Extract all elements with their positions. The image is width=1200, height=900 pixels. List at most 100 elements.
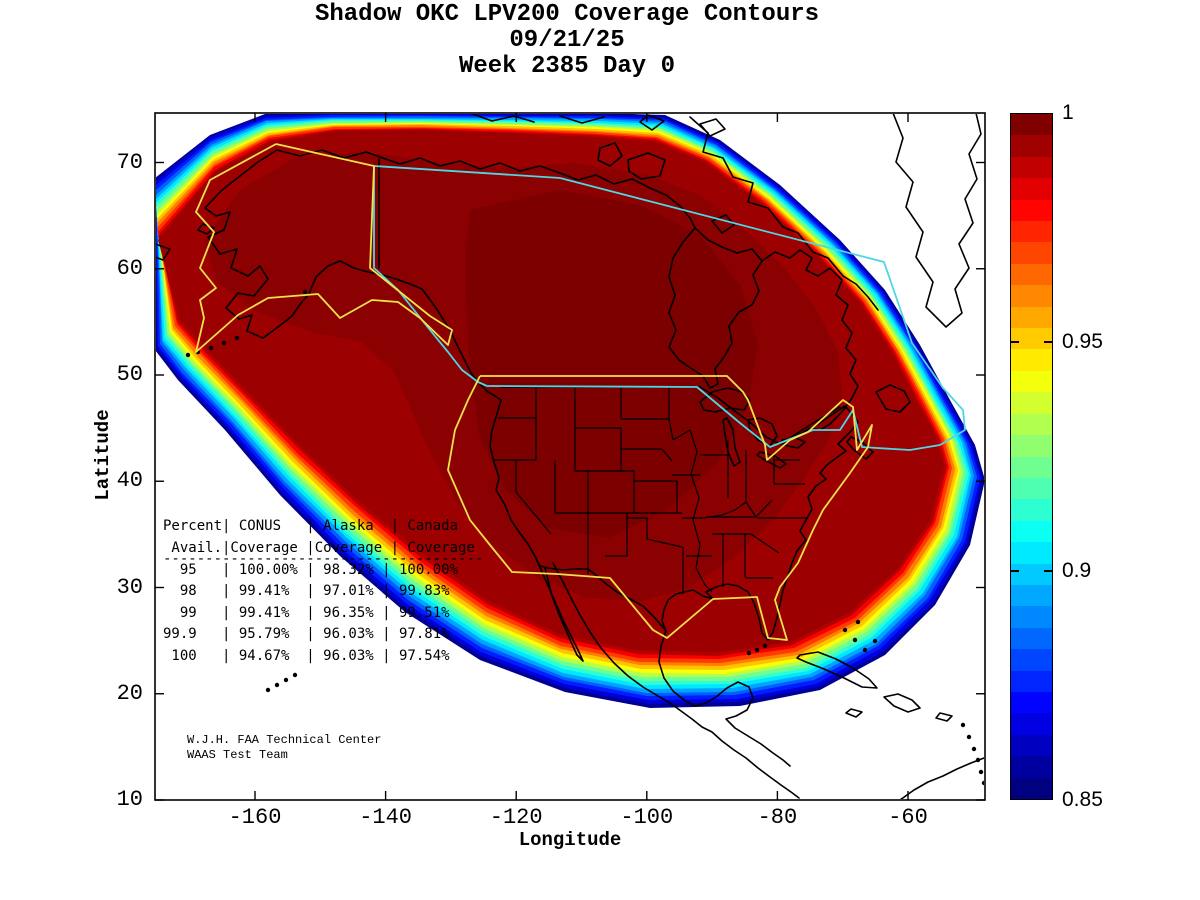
coastline <box>935 712 953 722</box>
state-border <box>672 429 691 441</box>
river-border <box>689 429 713 593</box>
colorbar-step <box>1011 584 1052 607</box>
colorbar-tick-mark <box>1044 341 1053 343</box>
island-dot <box>842 627 848 633</box>
x-tick-label: -60 <box>888 805 928 830</box>
island-dot <box>975 757 981 763</box>
coastline <box>597 142 623 167</box>
island-dot <box>855 619 861 625</box>
x-tick-label: -120 <box>489 805 543 830</box>
subtitle-date: 09/21/25 <box>509 27 625 54</box>
island-dot <box>746 650 752 656</box>
coastline <box>892 114 982 328</box>
island-dot <box>872 638 878 644</box>
island-dot <box>960 722 966 728</box>
state-border <box>750 533 780 554</box>
service-area-outline-conus-alaska <box>447 375 873 641</box>
coastline <box>761 249 859 439</box>
coastline <box>789 406 841 439</box>
coastline <box>535 558 667 632</box>
colorbar-step <box>1011 242 1052 264</box>
colorbar-tick-label: 1 <box>1062 101 1074 124</box>
axes-frame <box>154 112 986 801</box>
state-border <box>661 448 673 462</box>
subtitle-week: Week 2385 Day 0 <box>458 53 676 80</box>
colorbar-step <box>1011 627 1052 650</box>
y-tick-label: 60 <box>116 255 143 281</box>
colorbar-step <box>1011 328 1052 350</box>
colorbar-step <box>1011 263 1052 286</box>
coastline <box>699 387 751 413</box>
coastline <box>627 152 666 180</box>
colorbar-step <box>1011 520 1052 543</box>
island-dot <box>185 352 191 358</box>
service-area-outline-conus-alaska <box>195 143 453 353</box>
state-border <box>515 491 552 535</box>
availability-table-rows: 95 | 100.00% | 98.32% | 100.00% 98 | 99.… <box>163 562 459 664</box>
island-dot <box>862 647 868 653</box>
colorbar-step <box>1011 649 1052 671</box>
coastline <box>900 757 984 799</box>
availability-table-header: Percent| CONUS | Alaska | Canada Avail.|… <box>163 518 475 556</box>
colorbar-tick-label: 0.85 <box>1062 788 1103 811</box>
colorbar-step <box>1011 285 1052 307</box>
y-tick-label: 50 <box>116 362 143 387</box>
coastline <box>639 114 665 131</box>
y-tick-label: 40 <box>116 468 143 494</box>
colorbar-step <box>1011 691 1052 714</box>
coastline <box>845 708 863 718</box>
colorbar-gradient <box>1011 114 1052 799</box>
colorbar-step <box>1011 542 1052 564</box>
coastline <box>689 116 879 311</box>
colorbar-step <box>1011 477 1052 500</box>
island-dot <box>762 643 768 649</box>
coastline <box>559 115 605 124</box>
y-tick-label: 70 <box>116 149 143 175</box>
state-border <box>755 499 773 518</box>
island-dot <box>221 340 227 346</box>
state-border <box>646 538 683 548</box>
credit-line-1: W.J.H. FAA Technical Center <box>187 733 382 747</box>
coastline <box>156 243 171 261</box>
coastline <box>883 693 921 713</box>
island-dot <box>978 769 984 775</box>
colorbar-tick-mark <box>1010 570 1019 572</box>
island-dot <box>208 345 214 351</box>
x-axis-label: Longitude <box>518 829 622 851</box>
colorbar-step <box>1011 435 1052 457</box>
island-dot <box>852 637 858 643</box>
island-dot <box>292 672 298 678</box>
colorbar-tick-mark <box>1010 341 1019 343</box>
colorbar-step <box>1011 221 1052 243</box>
island-dot <box>274 682 280 688</box>
colorbar-step <box>1011 199 1052 222</box>
colorbar-step <box>1011 114 1052 136</box>
coastline <box>796 651 878 689</box>
x-tick-label: -100 <box>620 805 674 830</box>
coastline <box>756 451 787 469</box>
colorbar-step <box>1011 306 1052 329</box>
x-tick-label: -160 <box>228 805 282 830</box>
state-border <box>745 501 757 518</box>
coastline <box>658 630 791 767</box>
colorbar-step <box>1011 413 1052 436</box>
river-border <box>709 501 747 518</box>
y-tick-label: 10 <box>116 787 143 812</box>
island-dot <box>302 289 308 295</box>
colorbar-step <box>1011 392 1052 414</box>
contour-core-patch-dark <box>466 190 758 538</box>
credit-text: W.J.H. FAA Technical Center WAAS Test Te… <box>187 733 381 762</box>
colorbar-step <box>1011 756 1052 778</box>
map-layers <box>156 114 984 799</box>
colorbar-step <box>1011 499 1052 521</box>
island-dot <box>754 647 760 653</box>
availability-table-divider: -------------------------------------- <box>163 551 484 567</box>
colorbar-step <box>1011 563 1052 585</box>
coastline <box>661 436 847 641</box>
y-tick-label: 30 <box>116 574 143 600</box>
coastline <box>276 149 381 159</box>
colorbar-step <box>1011 156 1052 179</box>
x-tick-label: -80 <box>757 805 798 830</box>
